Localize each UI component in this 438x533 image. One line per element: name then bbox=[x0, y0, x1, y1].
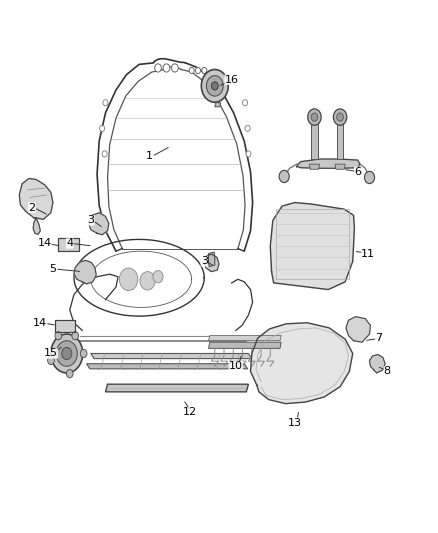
Polygon shape bbox=[19, 179, 53, 220]
Polygon shape bbox=[208, 342, 281, 349]
Polygon shape bbox=[33, 218, 40, 235]
Text: 6: 6 bbox=[354, 167, 361, 177]
Text: 8: 8 bbox=[384, 366, 391, 376]
Text: 1: 1 bbox=[146, 151, 153, 161]
Circle shape bbox=[364, 171, 374, 183]
Polygon shape bbox=[91, 353, 252, 359]
Circle shape bbox=[119, 268, 138, 290]
Circle shape bbox=[201, 69, 228, 102]
Polygon shape bbox=[55, 320, 75, 332]
Polygon shape bbox=[208, 336, 281, 341]
Polygon shape bbox=[311, 119, 318, 159]
Circle shape bbox=[333, 109, 347, 125]
Circle shape bbox=[48, 357, 54, 365]
Text: 14: 14 bbox=[37, 238, 52, 248]
Circle shape bbox=[337, 113, 343, 121]
Text: 4: 4 bbox=[66, 238, 73, 248]
Circle shape bbox=[212, 82, 218, 90]
Circle shape bbox=[172, 64, 178, 72]
Polygon shape bbox=[204, 254, 219, 272]
Text: 10: 10 bbox=[229, 361, 243, 372]
Polygon shape bbox=[251, 323, 353, 403]
Text: 3: 3 bbox=[87, 215, 94, 225]
Circle shape bbox=[62, 348, 72, 360]
Circle shape bbox=[163, 64, 170, 72]
Polygon shape bbox=[58, 238, 79, 251]
Circle shape bbox=[51, 334, 83, 373]
Circle shape bbox=[103, 100, 108, 106]
Polygon shape bbox=[106, 384, 248, 392]
Polygon shape bbox=[335, 164, 345, 169]
Polygon shape bbox=[215, 103, 221, 107]
Text: 5: 5 bbox=[49, 264, 57, 274]
Text: 16: 16 bbox=[225, 75, 239, 85]
Circle shape bbox=[66, 369, 73, 378]
Polygon shape bbox=[309, 164, 319, 169]
Text: 12: 12 bbox=[183, 407, 197, 417]
Circle shape bbox=[308, 109, 321, 125]
Polygon shape bbox=[74, 260, 96, 284]
Polygon shape bbox=[346, 317, 371, 342]
Text: 7: 7 bbox=[375, 333, 382, 343]
Circle shape bbox=[55, 332, 62, 340]
Circle shape bbox=[245, 125, 250, 132]
Text: 3: 3 bbox=[201, 256, 208, 266]
Text: 2: 2 bbox=[28, 203, 35, 213]
Polygon shape bbox=[270, 203, 354, 289]
Circle shape bbox=[80, 350, 87, 358]
Circle shape bbox=[206, 76, 223, 96]
Circle shape bbox=[311, 113, 318, 121]
Polygon shape bbox=[370, 354, 385, 373]
Polygon shape bbox=[87, 364, 247, 369]
Circle shape bbox=[155, 64, 161, 72]
Circle shape bbox=[243, 100, 247, 106]
Circle shape bbox=[140, 272, 155, 290]
Circle shape bbox=[99, 125, 105, 132]
Text: 15: 15 bbox=[44, 349, 58, 359]
Text: 13: 13 bbox=[288, 417, 302, 427]
Circle shape bbox=[153, 271, 163, 283]
Polygon shape bbox=[208, 252, 215, 266]
Circle shape bbox=[189, 68, 194, 74]
Circle shape bbox=[246, 151, 251, 157]
Circle shape bbox=[195, 68, 201, 74]
Polygon shape bbox=[337, 119, 343, 159]
Circle shape bbox=[72, 332, 78, 340]
Circle shape bbox=[279, 171, 289, 183]
Polygon shape bbox=[88, 213, 109, 235]
Circle shape bbox=[102, 151, 107, 157]
Circle shape bbox=[202, 68, 207, 74]
Text: 14: 14 bbox=[33, 318, 47, 328]
Text: 11: 11 bbox=[361, 249, 375, 259]
Circle shape bbox=[56, 341, 77, 366]
Polygon shape bbox=[297, 159, 360, 168]
